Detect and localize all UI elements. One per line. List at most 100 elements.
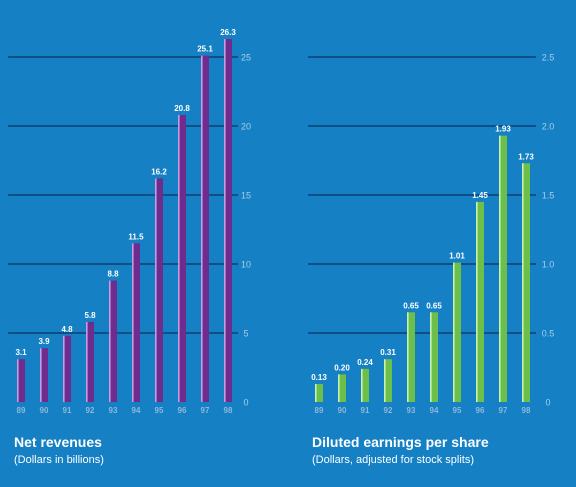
eps-category-label: 94 (430, 406, 439, 415)
revenue-ytick-label: 25 (241, 53, 251, 63)
eps-bar-highlight (499, 135, 501, 402)
eps-value-label: 1.01 (449, 252, 465, 261)
eps-value-label: 0.65 (403, 301, 419, 310)
eps-category-label: 93 (407, 406, 416, 415)
eps-value-label: 1.45 (472, 191, 488, 200)
revenue-bar-highlight (155, 178, 157, 402)
eps-category-label: 90 (338, 406, 347, 415)
eps-ytick-label: 0.5 (542, 329, 555, 339)
diluted-eps-subtitle: (Dollars, adjusted for stock splits) (312, 454, 474, 466)
revenue-bar-highlight (17, 359, 19, 402)
net-revenues-chart: 0 5 10 15 20 25 3.1 89 3.9 90 4.8 91 5.8 92 8.8 93 11.5 9… (8, 28, 251, 415)
eps-bar-highlight (476, 201, 478, 402)
eps-category-label: 96 (476, 406, 485, 415)
eps-category-label: 97 (499, 406, 508, 415)
eps-value-label: 0.31 (380, 348, 396, 357)
revenue-category-label: 94 (132, 406, 141, 415)
diluted-eps-caption: Diluted earnings per share (Dollars, adj… (312, 434, 489, 467)
eps-ytick-label: 2.0 (542, 122, 555, 132)
revenue-bar (86, 321, 94, 402)
revenue-ytick-label: 0 (243, 398, 248, 408)
revenue-value-label: 25.1 (197, 45, 213, 54)
revenue-category-label: 97 (201, 406, 210, 415)
eps-ytick-label: 0 (545, 398, 550, 408)
eps-ytick-label: 1.5 (542, 191, 555, 201)
revenue-ytick-label: 5 (243, 329, 248, 339)
eps-bar (315, 384, 323, 402)
revenue-bar-highlight (109, 280, 111, 402)
revenue-bar (155, 178, 163, 402)
eps-bar (522, 163, 530, 402)
eps-bar (453, 262, 461, 402)
revenue-value-label: 4.8 (61, 325, 73, 334)
eps-bar-highlight (361, 368, 363, 402)
revenue-bar (63, 335, 71, 402)
eps-bar-highlight (384, 359, 386, 402)
eps-value-label: 1.93 (495, 125, 511, 134)
revenue-category-label: 95 (155, 406, 164, 415)
revenue-category-label: 89 (17, 406, 26, 415)
eps-bar-highlight (407, 312, 409, 402)
revenue-bar (178, 114, 186, 403)
eps-category-label: 98 (522, 406, 531, 415)
revenue-bar-highlight (201, 55, 203, 403)
eps-bar (407, 312, 415, 402)
revenue-bar-highlight (40, 348, 42, 402)
eps-bar (499, 135, 507, 402)
eps-value-label: 0.20 (334, 363, 350, 372)
eps-value-label: 0.13 (311, 373, 327, 382)
revenue-bar-highlight (224, 39, 226, 403)
revenue-bar-highlight (178, 114, 180, 403)
revenue-value-label: 16.2 (151, 167, 167, 176)
eps-category-label: 91 (361, 406, 370, 415)
revenue-ytick-label: 10 (241, 260, 251, 270)
eps-bar (361, 368, 369, 402)
revenue-category-label: 91 (63, 406, 72, 415)
revenue-bar-highlight (63, 335, 65, 402)
eps-bar-highlight (430, 312, 432, 402)
revenue-value-label: 3.9 (38, 337, 50, 346)
revenue-value-label: 26.3 (220, 28, 236, 37)
revenue-bar (109, 280, 117, 402)
net-revenues-subtitle: (Dollars in billions) (14, 454, 104, 466)
eps-category-label: 95 (453, 406, 462, 415)
revenue-category-label: 98 (224, 406, 233, 415)
eps-value-label: 0.65 (426, 301, 442, 310)
eps-ytick-label: 1.0 (542, 260, 555, 270)
revenue-category-label: 93 (109, 406, 118, 415)
revenue-bar (40, 348, 48, 402)
revenue-bar-highlight (132, 243, 134, 402)
revenue-category-label: 96 (178, 406, 187, 415)
eps-category-label: 92 (384, 406, 393, 415)
revenue-bar (201, 55, 209, 403)
eps-value-label: 0.24 (357, 358, 373, 367)
eps-bar-highlight (315, 384, 317, 402)
revenue-bar (17, 359, 25, 402)
net-revenues-title: Net revenues (14, 434, 102, 450)
revenue-value-label: 3.1 (15, 348, 27, 357)
eps-bar (476, 201, 484, 402)
revenue-bar-highlight (86, 321, 88, 402)
revenue-value-label: 11.5 (128, 232, 144, 241)
eps-value-label: 1.73 (518, 152, 534, 161)
eps-bar (338, 374, 346, 402)
eps-ytick-label: 2.5 (542, 53, 555, 63)
net-revenues-caption: Net revenues (Dollars in billions) (14, 434, 104, 467)
revenue-value-label: 5.8 (84, 311, 96, 320)
revenue-value-label: 20.8 (174, 104, 190, 113)
revenue-value-label: 8.8 (107, 270, 119, 279)
revenue-ytick-label: 20 (241, 122, 251, 132)
eps-bar-highlight (522, 163, 524, 402)
revenue-category-label: 92 (86, 406, 95, 415)
diluted-eps-chart: 0 0.5 1.0 1.5 2.0 2.5 0.13 89 0.20 90 0.24 91 0.31 92… (308, 53, 555, 415)
diluted-eps-title: Diluted earnings per share (312, 434, 489, 450)
eps-bar-highlight (453, 262, 455, 402)
eps-bar (384, 359, 392, 402)
revenue-ytick-label: 15 (241, 191, 251, 201)
eps-category-label: 89 (315, 406, 324, 415)
eps-bar-highlight (338, 374, 340, 402)
eps-bar (430, 312, 438, 402)
revenue-category-label: 90 (40, 406, 49, 415)
revenue-bar (224, 39, 232, 403)
